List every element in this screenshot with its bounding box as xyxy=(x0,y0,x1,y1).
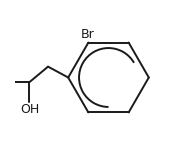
Text: Br: Br xyxy=(81,28,94,41)
Text: OH: OH xyxy=(20,103,39,116)
